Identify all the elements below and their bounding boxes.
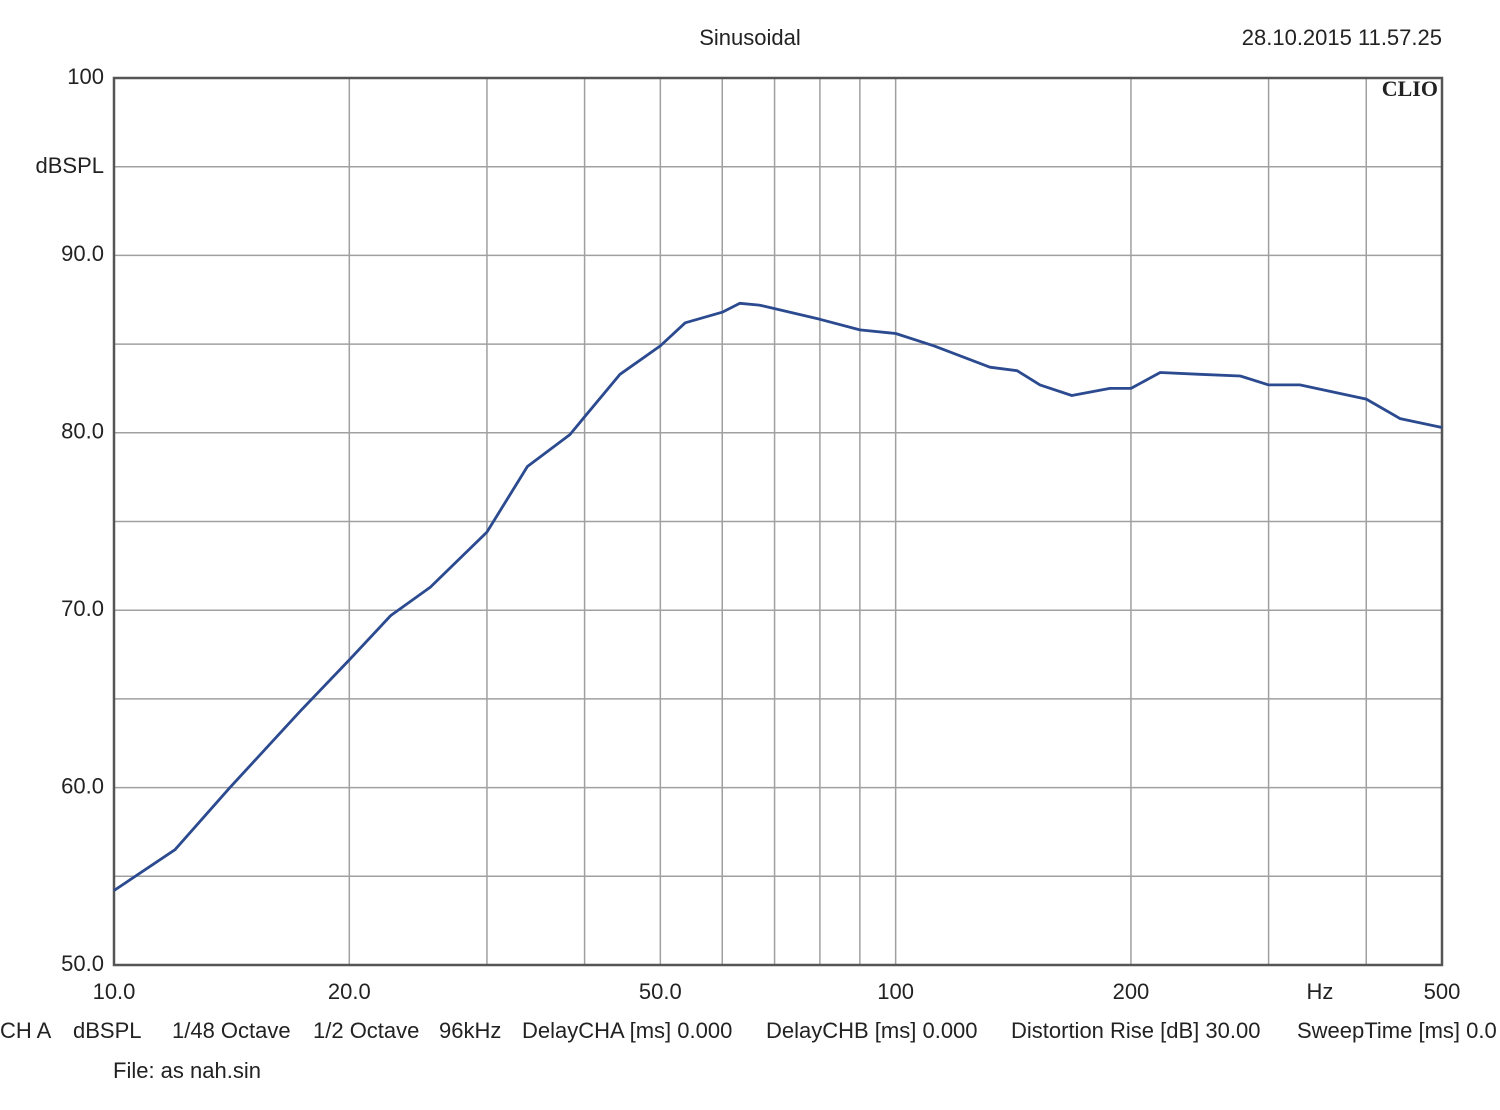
setting-label: 96kHz xyxy=(439,1018,501,1043)
x-tick-label: 500 xyxy=(1424,979,1461,1004)
setting-label: dBSPL xyxy=(73,1018,142,1043)
x-tick-label: 200 xyxy=(1113,979,1150,1004)
x-tick-label: 50.0 xyxy=(639,979,682,1004)
y-tick-label: 60.0 xyxy=(61,773,104,798)
x-tick-label: 100 xyxy=(877,979,914,1004)
timestamp: 28.10.2015 11.57.25 xyxy=(1242,25,1442,50)
response-curve xyxy=(113,301,1443,892)
x-tick-label: 20.0 xyxy=(328,979,371,1004)
setting-label: DelayCHA [ms] 0.000 xyxy=(522,1018,732,1043)
plot-frame xyxy=(112,76,1444,967)
setting-label: SweepTime [ms] 0.0 xyxy=(1297,1018,1497,1043)
y-tick-label: 70.0 xyxy=(61,596,104,621)
setting-label: Distortion Rise [dB] 30.00 xyxy=(1011,1018,1260,1043)
file-label: File: as nah.sin xyxy=(113,1058,261,1083)
x-axis-label: Hz xyxy=(1307,979,1334,1004)
y-tick-label: 80.0 xyxy=(61,419,104,444)
x-tick-label: 10.0 xyxy=(93,979,136,1004)
y-tick-label: 90.0 xyxy=(61,241,104,266)
y-tick-label: 100 xyxy=(67,64,104,89)
setting-label: 1/48 Octave xyxy=(172,1018,291,1043)
y-axis-label: dBSPL xyxy=(36,153,105,178)
chart-title: Sinusoidal xyxy=(699,25,801,50)
setting-label: CH A xyxy=(0,1018,52,1043)
setting-label: DelayCHB [ms] 0.000 xyxy=(766,1018,978,1043)
y-tick-label: 50.0 xyxy=(61,951,104,976)
brand: CLIO xyxy=(1382,76,1438,101)
setting-label: 1/2 Octave xyxy=(313,1018,419,1043)
